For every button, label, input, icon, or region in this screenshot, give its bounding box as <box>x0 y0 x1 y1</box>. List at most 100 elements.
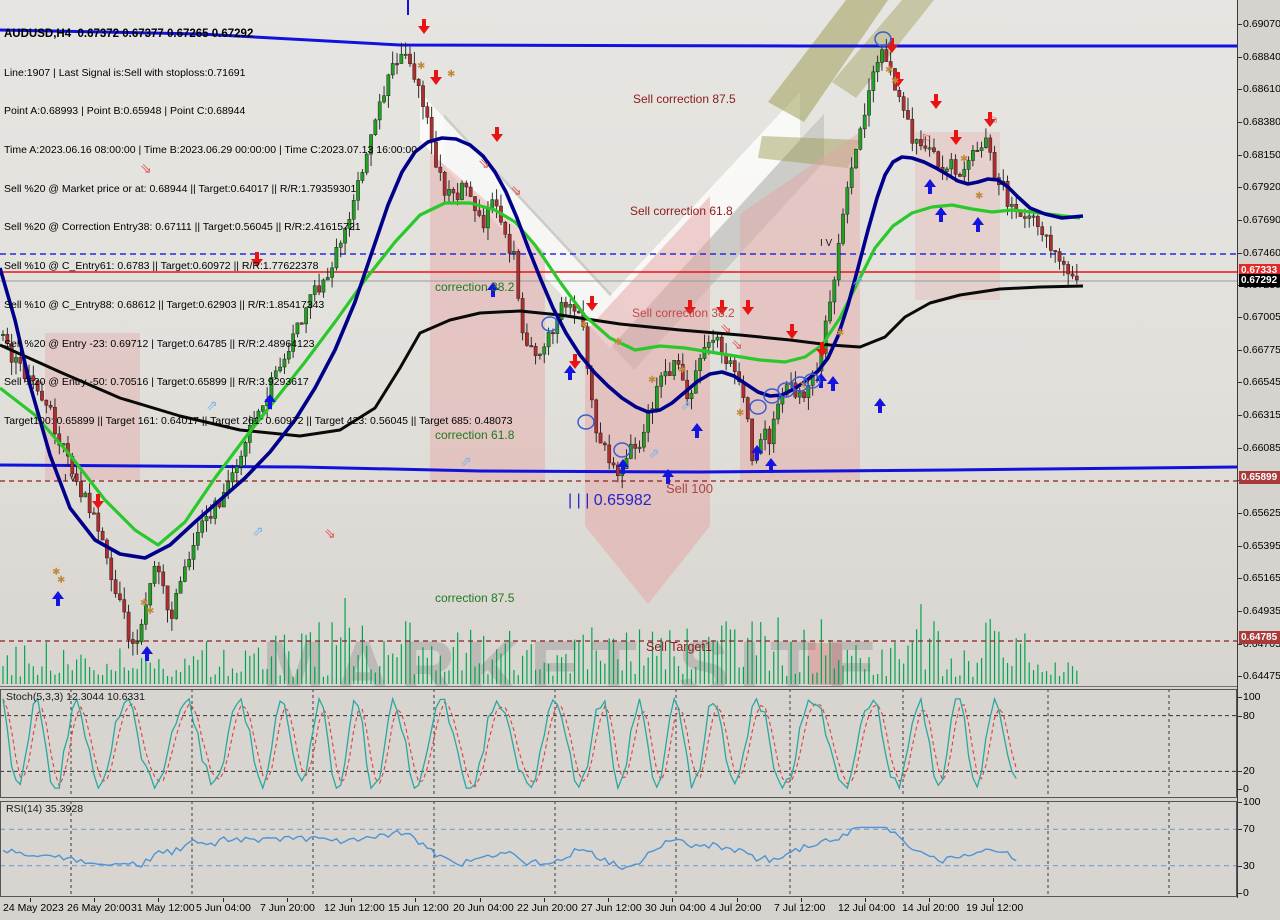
time-tick <box>801 898 802 902</box>
time-tick <box>287 898 288 902</box>
sell-arrow-icon <box>716 300 728 315</box>
indicator-scale-tick <box>1238 866 1242 867</box>
star-marker-icon: ✱ <box>580 320 588 331</box>
buy-arrow-icon <box>827 376 839 391</box>
sell-arrow-icon <box>251 252 263 267</box>
price-tick <box>1238 578 1242 579</box>
ma-navy <box>0 136 1084 560</box>
sell-arrow-icon <box>491 127 503 142</box>
targets-line: Target100: 0.65899 || Target 161: 0.6401… <box>4 415 513 427</box>
sell-market-line: Sell %20 @ Market price or at: 0.68944 |… <box>4 182 357 195</box>
stoch-signal-line <box>2 698 1017 788</box>
stoch-background <box>0 689 1237 798</box>
buy-arrow-icon <box>52 591 64 606</box>
star-marker-icon: ✱ <box>885 65 893 76</box>
indicator-scale-tick <box>1238 789 1242 790</box>
price-tick <box>1238 644 1242 645</box>
price-tick <box>1238 317 1242 318</box>
rsi-panel[interactable] <box>0 801 1237 897</box>
sell-entry88-line: Sell %10 @ C_Entry88: 0.68612 || Target:… <box>4 298 325 311</box>
time-label: 30 Jun 04:00 <box>645 902 706 914</box>
price-label: 0.65625 <box>1243 507 1280 519</box>
sell-arrow-icon <box>886 38 898 53</box>
price-label: 0.65165 <box>1243 572 1280 584</box>
price-label: 0.68380 <box>1243 116 1280 128</box>
main-price-chart[interactable]: MARKET SITE⇘⇘⇘⇘⇘⇘⇗⇗⇗ ⇗⇗⇗✱✱✱✱✱✱✱✱✱✱✱✱✱✱✱✱✱… <box>0 0 1237 687</box>
volume-bars <box>2 598 1078 684</box>
price-tick <box>1238 415 1242 416</box>
price-label: 0.67690 <box>1243 214 1280 226</box>
signal-line: Line:1907 | Last Signal is:Sell with sto… <box>4 66 246 79</box>
annotation-text: Sell correction 38.2 <box>632 306 735 320</box>
time-tick <box>865 898 866 902</box>
sell-entry61-line: Sell %10 @ C_Entry61: 0.6783 || Target:0… <box>4 260 319 273</box>
indicator-scale-label: 30 <box>1243 860 1255 872</box>
star-marker-icon: ✱ <box>800 380 808 391</box>
time-label: 27 Jun 12:00 <box>581 902 642 914</box>
sell-arrow-icon <box>892 72 904 87</box>
price-tag: 0.64785 <box>1239 631 1280 644</box>
sell-arrow-icon <box>430 70 442 85</box>
hollow-down-arrow-icon: ⇘ <box>478 155 490 171</box>
hollow-down-arrow-icon: ⇘ <box>324 525 336 541</box>
price-tick <box>1238 513 1242 514</box>
indicator-scale-tick <box>1238 697 1242 698</box>
sell-entry38-line: Sell %20 @ Correction Entry38: 0.67111 |… <box>4 221 361 234</box>
annotation-text: I V <box>64 473 77 484</box>
hollow-down-arrow-icon: ⇘ <box>140 160 152 176</box>
entry-circle-icon <box>791 376 809 392</box>
sell-arrow-icon <box>92 494 104 509</box>
sell-arrow-icon <box>930 94 942 109</box>
time-tick <box>929 898 930 902</box>
time-tick <box>480 898 481 902</box>
stochastic-panel[interactable] <box>0 689 1237 798</box>
sell-arrow-icon <box>950 130 962 145</box>
stoch-frame <box>0 689 1237 798</box>
price-label: 0.64935 <box>1243 605 1280 617</box>
time-tick <box>415 898 416 902</box>
hollow-up-arrow-icon: ⇗ <box>648 445 660 461</box>
hollow-up-arrow-icon: ⇗ <box>460 453 472 469</box>
buy-arrow-icon <box>924 179 936 194</box>
times-line: Time A:2023.06.16 08:00:00 | Time B:2023… <box>4 143 418 156</box>
price-tick <box>1238 448 1242 449</box>
flag-marker-icon: ⚐ <box>921 132 932 146</box>
indicator-scale-tick <box>1238 716 1242 717</box>
entry-circle-icon <box>763 388 781 404</box>
indicator-scale-label: 0 <box>1243 887 1249 899</box>
time-label: 24 May 2023 <box>3 902 64 914</box>
sell-arrow-icon <box>418 19 430 34</box>
star-marker-icon: ✱ <box>52 567 60 578</box>
rsi-label: RSI(14) 35.3928 <box>6 803 84 815</box>
buy-arrow-icon <box>487 282 499 297</box>
flag-marker-icon: ⚐ <box>988 114 999 128</box>
hollow-up-arrow-icon: ⇗ <box>852 273 864 289</box>
price-tick <box>1238 676 1242 677</box>
star-marker-icon: ✱ <box>447 69 455 80</box>
price-tick <box>1238 57 1242 58</box>
time-tick <box>608 898 609 902</box>
star-marker-icon: ✱ <box>146 606 154 617</box>
price-label: 0.66085 <box>1243 442 1280 454</box>
annotation-text: Sell 100 <box>666 481 713 496</box>
price-axis[interactable]: 0.69070 0.68840 0.68610 0.68380 0.68150 0.679… <box>1237 0 1280 920</box>
time-label: 31 May 12:00 <box>131 902 195 914</box>
rsi-line <box>2 826 1017 871</box>
indicator-scale-tick <box>1238 893 1242 894</box>
time-axis[interactable]: 24 May 2023 26 May 20:00 31 May 12:00 5 Jun… <box>0 898 1280 920</box>
price-tick <box>1238 611 1242 612</box>
level-lines[interactable] <box>0 0 1237 642</box>
indicator-scale-tick <box>1238 802 1242 803</box>
buy-arrow-icon <box>935 207 947 222</box>
price-label: 0.66775 <box>1243 344 1280 356</box>
price-tag: 0.67333 <box>1239 264 1280 277</box>
time-label: 19 Jul 12:00 <box>966 902 1024 914</box>
buy-arrow-icon <box>141 646 153 661</box>
star-marker-icon: ✱ <box>648 375 656 386</box>
time-label: 12 Jul 04:00 <box>838 902 896 914</box>
signal-markers: ⇘⇘⇘⇘⇘⇘⇗⇗⇗ ⇗⇗⇗✱✱✱✱✱✱✱✱✱✱✱✱✱✱✱✱✱⚐⚐ <box>52 19 999 661</box>
price-tick <box>1238 382 1242 383</box>
time-label: 4 Jul 20:00 <box>710 902 762 914</box>
price-label: 0.69070 <box>1243 18 1280 30</box>
hollow-up-arrow-icon: ⇗ <box>206 397 218 413</box>
